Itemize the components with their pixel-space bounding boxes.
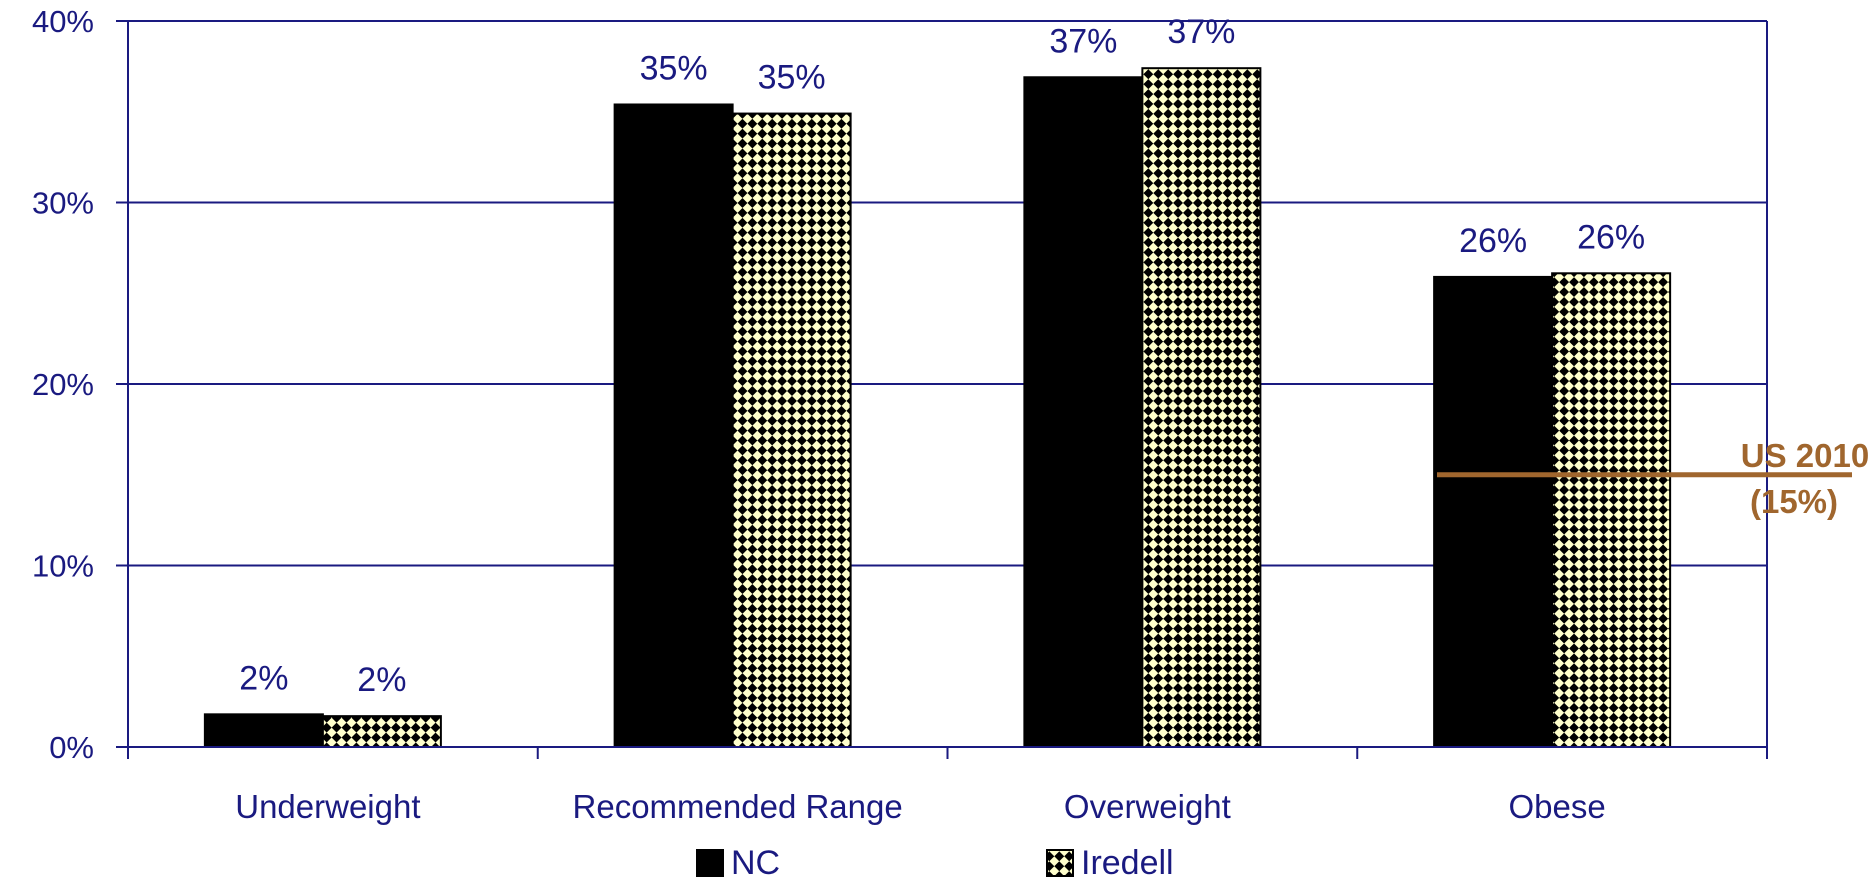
bar-iredell-recommended-range (731, 112, 852, 748)
data-label: 35% (758, 59, 826, 97)
legend: NC Iredell (696, 844, 1174, 882)
data-label: 2% (357, 661, 406, 699)
data-label: 26% (1577, 218, 1645, 256)
axes: 0% 10% 20% 30% 40% Underweight Recommended Ran… (32, 4, 1768, 825)
legend-label-nc: NC (731, 844, 780, 882)
data-label: 35% (640, 49, 708, 87)
x-category-label: Recommended Range (573, 788, 903, 825)
labels: 2% 2% 35% 35% 37% 37% 26% 26% (239, 13, 1645, 699)
data-label: 2% (239, 659, 288, 697)
y-tick-label: 30% (32, 186, 94, 221)
y-tick-label: 10% (32, 549, 94, 584)
reference-line-group: US 2010 (15%) (1437, 437, 1869, 520)
reference-label-line2: (15%) (1750, 483, 1838, 520)
legend-label-iredell: Iredell (1081, 844, 1174, 882)
data-label: 26% (1459, 222, 1527, 260)
bars (203, 67, 1672, 749)
x-category-label: Overweight (1064, 788, 1231, 825)
bar-iredell-overweight (1141, 67, 1262, 748)
bar-iredell-obese (1551, 272, 1672, 748)
reference-label-line1: US 2010 (1741, 437, 1869, 474)
bar-nc-overweight (1023, 76, 1144, 748)
bar-iredell-underweight (321, 715, 442, 749)
bar-nc-underweight (203, 713, 324, 749)
y-tick-label: 0% (49, 730, 94, 765)
bar-nc-recommended-range (613, 103, 734, 749)
x-category-label: Obese (1509, 788, 1606, 825)
y-tick-label: 20% (32, 367, 94, 402)
legend-swatch-nc (696, 849, 724, 877)
x-category-label: Underweight (235, 788, 420, 825)
y-tick-label: 40% (32, 4, 94, 39)
data-label: 37% (1167, 13, 1235, 51)
bar-nc-obese (1433, 275, 1554, 748)
data-label: 37% (1049, 22, 1117, 60)
legend-swatch-iredell (1046, 849, 1074, 877)
